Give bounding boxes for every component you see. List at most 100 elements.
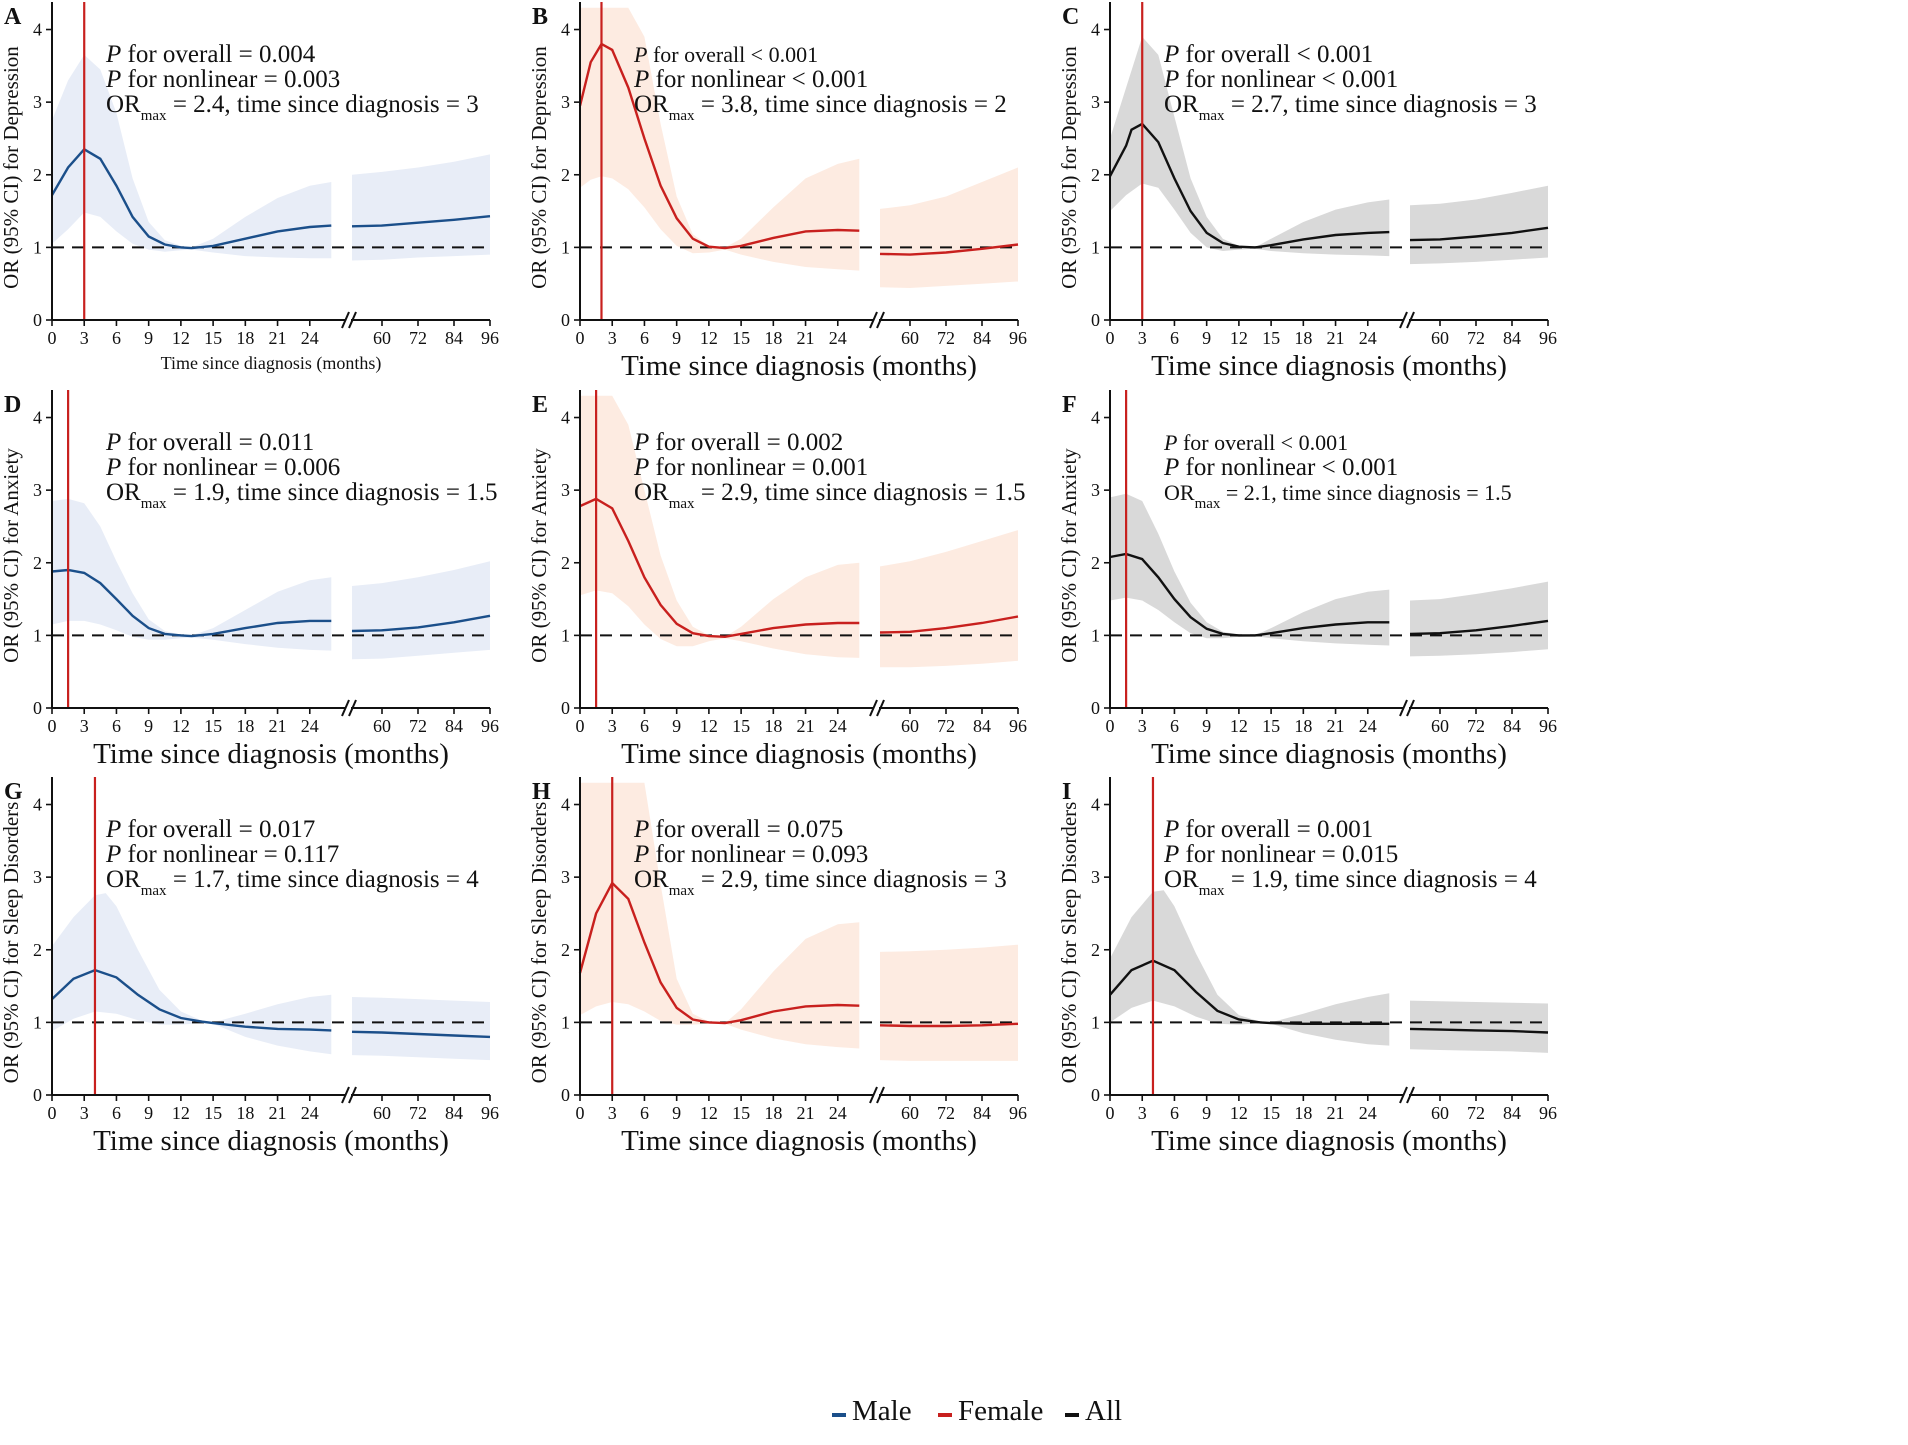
axis-break-mark [348, 311, 357, 329]
or-curve-late [879, 1022, 1019, 1028]
y-tick-label: 0 [1091, 698, 1100, 718]
x-tick-label: 15 [732, 1103, 750, 1123]
x-axis-title: Time since diagnosis (months) [621, 738, 977, 770]
or-curve-early [1108, 122, 1390, 249]
annotation-or-max: ORmax = 1.9, time since diagnosis = 1.5 [106, 479, 498, 512]
or-curve-early [51, 568, 332, 638]
x-tick-label: 72 [409, 716, 427, 736]
or-symbol: OR [1164, 866, 1199, 893]
x-tick-label: 15 [204, 1103, 222, 1123]
p-symbol: P [633, 816, 649, 843]
x-tick-label: 0 [1106, 1103, 1115, 1123]
y-tick-label: 0 [561, 1085, 570, 1105]
x-tick-label: 12 [1230, 328, 1248, 348]
y-tick-label: 0 [561, 698, 570, 718]
p-overall-text: for overall < 0.001 [1179, 41, 1373, 68]
x-tick-label: 18 [236, 716, 254, 736]
axis-break-mark [348, 1086, 357, 1104]
x-tick-label: 84 [445, 328, 463, 348]
x-tick-label: 12 [172, 716, 190, 736]
annotation-p-overall: P for overall = 0.075 [633, 816, 843, 843]
x-tick-label: 72 [1467, 328, 1485, 348]
ci-band-early [1110, 890, 1390, 1046]
x-tick-label: 96 [1539, 328, 1557, 348]
ci-band-early [1110, 36, 1390, 257]
x-tick-label: 3 [1138, 1103, 1147, 1123]
x-tick-label: 15 [732, 716, 750, 736]
annotation-or-max: ORmax = 2.9, time since diagnosis = 3 [634, 866, 1007, 899]
x-tick-label: 0 [576, 1103, 585, 1123]
x-tick-label: 0 [1106, 716, 1115, 736]
x-tick-label: 18 [1294, 328, 1312, 348]
x-tick-label: 60 [1431, 716, 1449, 736]
annotation-p-nonlinear: P for nonlinear = 0.117 [105, 841, 339, 868]
x-tick-label: 15 [1262, 328, 1280, 348]
x-tick-label: 12 [700, 328, 718, 348]
p-overall-text: for overall = 0.002 [649, 429, 843, 456]
x-tick-label: 6 [640, 328, 649, 348]
or-max-text: = 2.9, time since diagnosis = 1.5 [695, 479, 1026, 506]
panel-letter: C [1062, 4, 1079, 30]
p-symbol: P [105, 429, 121, 456]
annotation-or-max: ORmax = 1.9, time since diagnosis = 4 [1164, 866, 1537, 899]
x-tick-label: 24 [301, 328, 319, 348]
ci-band-late [352, 561, 490, 660]
x-tick-label: 12 [172, 328, 190, 348]
x-tick-label: 60 [373, 1103, 391, 1123]
x-tick-label: 60 [901, 328, 919, 348]
p-overall-text: for overall = 0.075 [649, 816, 843, 843]
y-axis-title: OR (95% CI) for Depression [1057, 46, 1081, 289]
or-max-subscript: max [141, 883, 167, 899]
y-tick-label: 0 [561, 310, 570, 330]
annotation-or-max: ORmax = 2.7, time since diagnosis = 3 [1164, 91, 1537, 124]
or-max-subscript: max [1199, 108, 1225, 124]
x-tick-label: 60 [901, 716, 919, 736]
x-tick-label: 60 [373, 328, 391, 348]
x-tick-label: 18 [764, 716, 782, 736]
x-tick-label: 72 [1467, 716, 1485, 736]
ci-band-late [1410, 1000, 1548, 1053]
y-axis-title: OR (95% CI) for Depression [0, 46, 23, 289]
or-symbol: OR [634, 866, 669, 893]
axis-break-mark [1399, 311, 1408, 329]
y-tick-label: 3 [33, 92, 42, 112]
y-tick-label: 2 [1091, 553, 1100, 573]
panel-letter: D [4, 392, 21, 418]
x-tick-label: 24 [829, 1103, 847, 1123]
or-max-subscript: max [1199, 883, 1225, 899]
x-tick-label: 12 [700, 716, 718, 736]
or-max-subscript: max [1195, 496, 1221, 512]
p-nonlinear-text: for nonlinear = 0.117 [121, 841, 339, 868]
y-tick-label: 3 [33, 867, 42, 887]
legend: Male Female All [832, 1395, 1122, 1427]
x-axis-title: Time since diagnosis (months) [621, 1125, 977, 1157]
x-tick-label: 96 [1539, 716, 1557, 736]
x-tick-label: 24 [301, 1103, 319, 1123]
or-max-text: = 1.9, time since diagnosis = 1.5 [167, 479, 498, 506]
p-overall-text: for overall < 0.001 [647, 42, 818, 67]
y-tick-label: 1 [33, 1012, 42, 1032]
p-symbol: P [633, 42, 647, 67]
x-tick-label: 24 [1359, 1103, 1377, 1123]
ci-band-late [1410, 581, 1548, 657]
ci-band-early [1110, 493, 1390, 646]
x-tick-label: 3 [608, 328, 617, 348]
ci-band-early [52, 893, 332, 1055]
ci-band-late [1410, 185, 1548, 265]
ci-band-late [880, 944, 1018, 1061]
ci-band-late [352, 154, 490, 261]
or-curve-early [578, 881, 860, 1025]
x-tick-label: 12 [1230, 716, 1248, 736]
y-tick-label: 4 [1091, 20, 1100, 40]
y-axis-title: OR (95% CI) for Anxiety [527, 448, 551, 663]
p-nonlinear-text: for nonlinear = 0.015 [1179, 841, 1398, 868]
x-axis-title: Time since diagnosis (months) [1151, 1125, 1507, 1157]
x-tick-label: 6 [112, 328, 121, 348]
ci-band-late [880, 167, 1018, 288]
or-max-subscript: max [669, 108, 695, 124]
panel-letter: E [532, 392, 548, 418]
x-tick-label: 15 [732, 328, 750, 348]
